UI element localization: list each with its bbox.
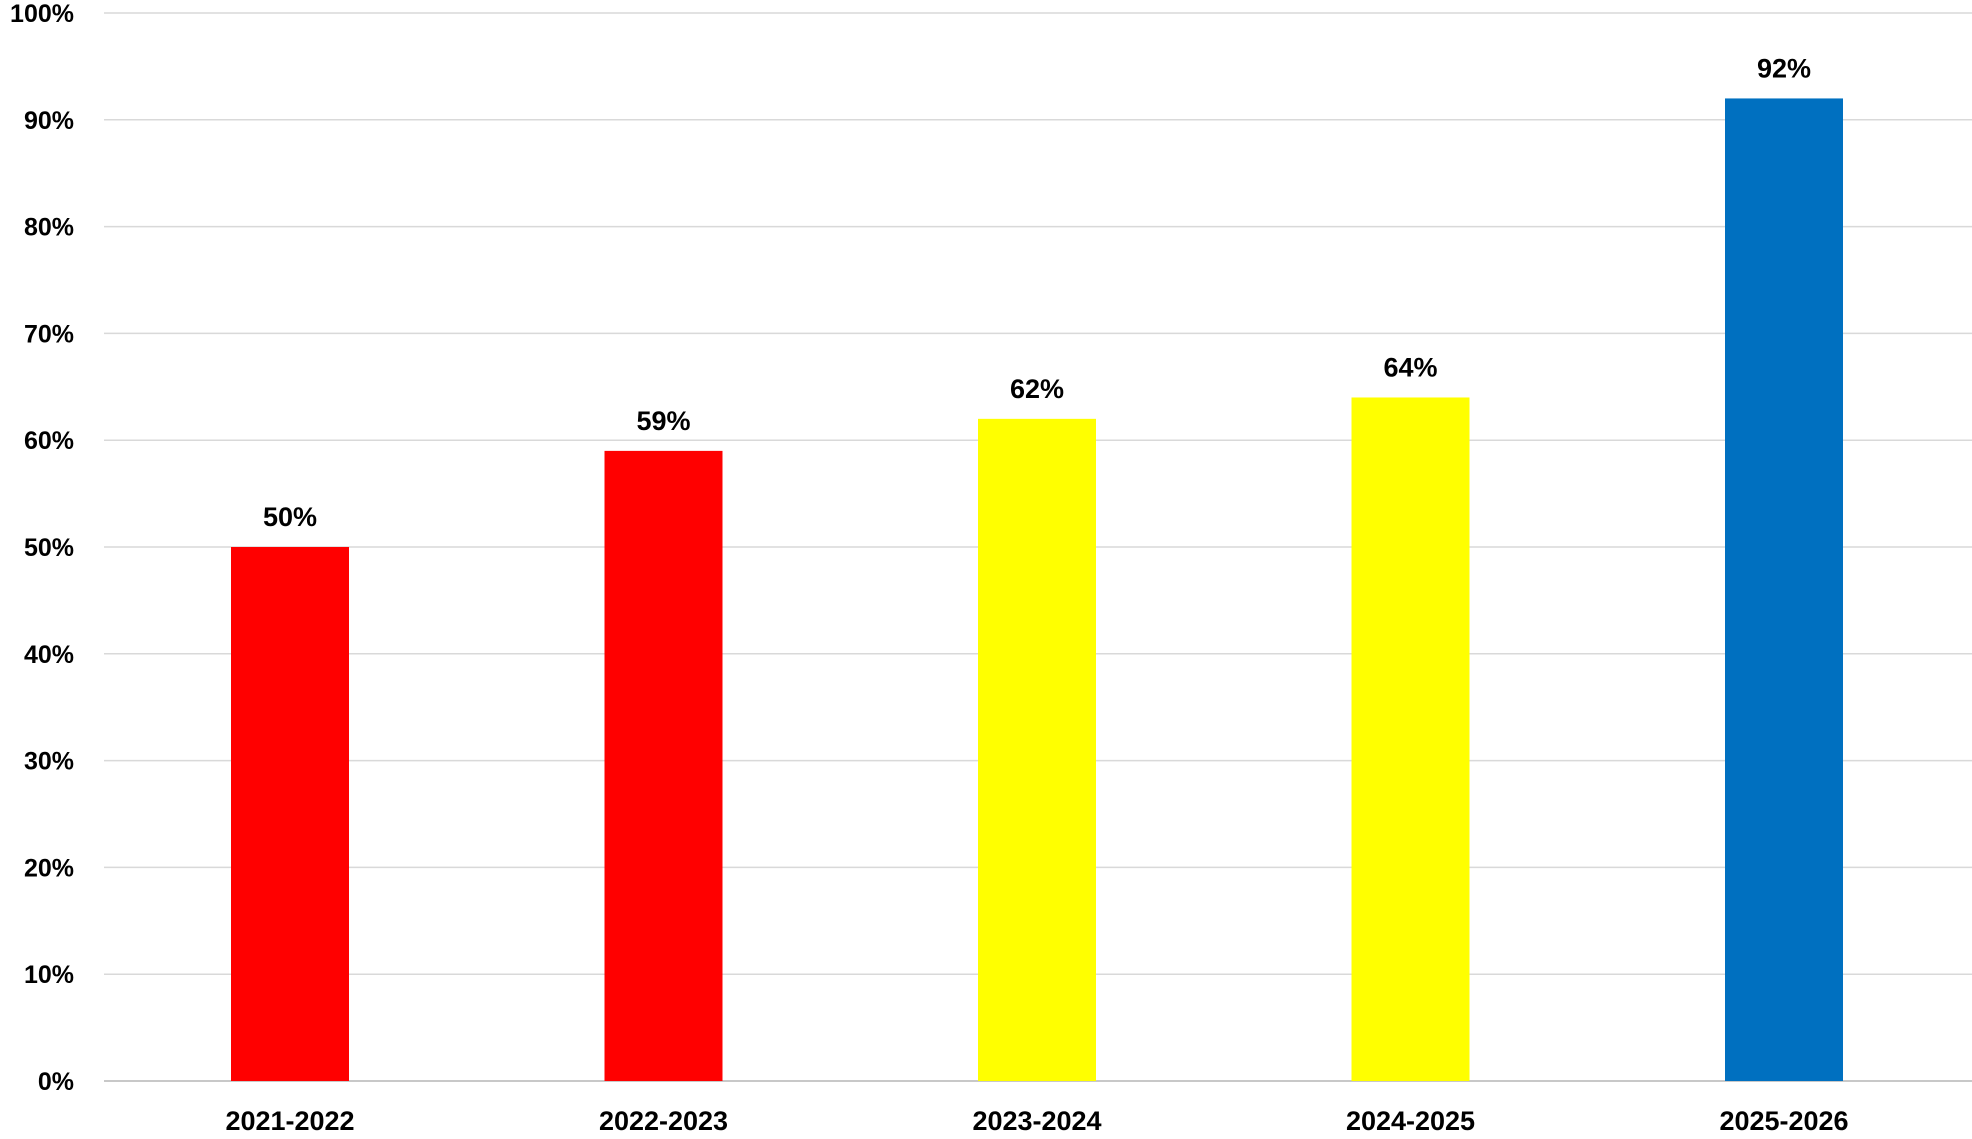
x-category-label: 2022-2023 bbox=[599, 1106, 728, 1136]
y-tick-label: 100% bbox=[10, 0, 74, 28]
y-tick-label: 70% bbox=[24, 320, 74, 348]
bar-2025-2026 bbox=[1725, 98, 1843, 1081]
data-label: 92% bbox=[1757, 53, 1811, 83]
x-category-label: 2025-2026 bbox=[1719, 1106, 1848, 1136]
data-label: 59% bbox=[636, 406, 690, 436]
y-tick-label: 10% bbox=[24, 961, 74, 989]
y-tick-label: 40% bbox=[24, 641, 74, 669]
bar-2022-2023 bbox=[604, 450, 723, 1081]
y-tick-label: 20% bbox=[24, 854, 74, 882]
bar-2023-2024 bbox=[978, 418, 1096, 1082]
y-tick-label: 80% bbox=[24, 214, 74, 242]
y-tick-label: 60% bbox=[24, 427, 74, 455]
bar-2021-2022 bbox=[231, 547, 349, 1081]
data-labels: 50% 59% 62% 64% 92% bbox=[263, 53, 1811, 532]
y-axis-ticks: 0% 10% 20% 30% 40% 50% 60% 70% 80% 90% 100% bbox=[10, 0, 74, 1096]
data-label: 64% bbox=[1383, 352, 1437, 382]
bar-2024-2025 bbox=[1351, 397, 1470, 1082]
x-axis-categories: 2021-2022 2022-2023 2023-2024 2024-2025 2025… bbox=[225, 1106, 1848, 1136]
y-tick-label: 90% bbox=[24, 107, 74, 135]
x-category-label: 2024-2025 bbox=[1346, 1106, 1475, 1136]
bars bbox=[231, 98, 1843, 1082]
x-category-label: 2021-2022 bbox=[225, 1106, 354, 1136]
y-tick-label: 0% bbox=[38, 1068, 74, 1096]
data-label: 62% bbox=[1010, 374, 1064, 404]
y-tick-label: 30% bbox=[24, 748, 74, 776]
data-label: 50% bbox=[263, 502, 317, 532]
y-tick-label: 50% bbox=[24, 534, 74, 562]
x-category-label: 2023-2024 bbox=[972, 1106, 1101, 1136]
